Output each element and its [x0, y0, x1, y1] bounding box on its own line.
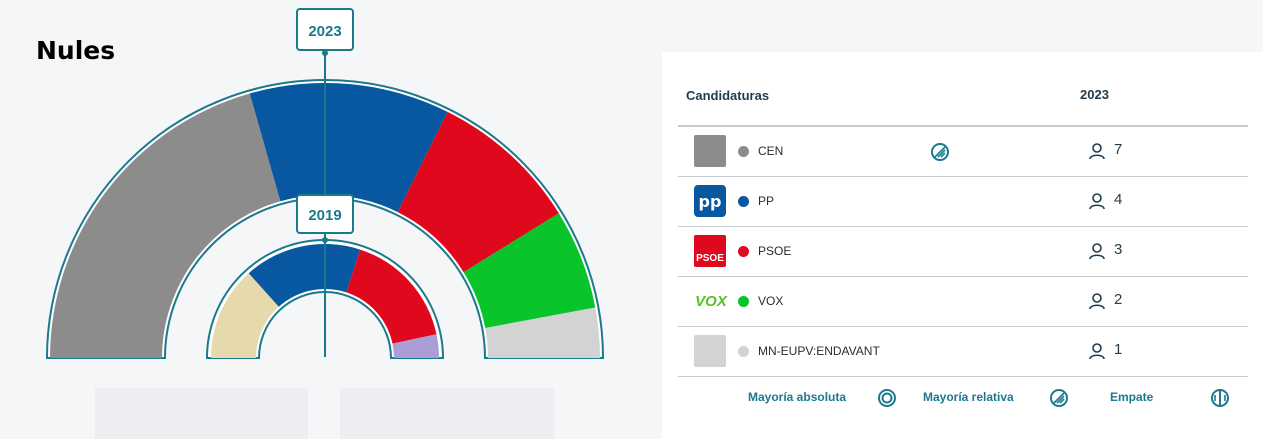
party-color-dot [738, 146, 749, 157]
seat-arc-pp[interactable] [248, 244, 361, 307]
mn-logo [694, 335, 726, 367]
seat-count: 2 [1114, 291, 1123, 308]
cen-logo [694, 135, 726, 167]
majority-relative-icon [1050, 389, 1068, 407]
seat-arc-beige[interactable] [211, 273, 279, 358]
legend-relative-label: Mayoría relativa [923, 390, 1014, 404]
majority-absolute-icon [878, 389, 896, 407]
party-name: CEN [758, 144, 784, 158]
hemicycle-chart: 2023 2019 [45, 8, 605, 359]
seat-arc-vox[interactable] [463, 213, 596, 329]
tie-icon [1211, 389, 1229, 407]
year-marker-dot [322, 50, 328, 56]
psoe-logo: PSOE [694, 235, 726, 267]
table-row[interactable]: PSOE PSOE 3 [678, 226, 1248, 276]
inner-ring-2019 [205, 239, 445, 359]
table-row[interactable]: MN-EUPV:ENDAVANT 1 [678, 326, 1248, 377]
header-year: 2023 [1080, 87, 1109, 102]
city-title: Nules [36, 36, 116, 65]
pp-logo-text: pp [698, 191, 722, 211]
majority-relative-icon [931, 143, 949, 161]
party-color-dot [738, 246, 749, 257]
results-panel: Candidaturas 2023 CEN 7 pp PP [662, 52, 1263, 439]
person-icon [1089, 143, 1105, 160]
year-badge-2023-label: 2023 [308, 23, 341, 40]
seat-count: 7 [1114, 141, 1123, 158]
seat-arc-lilac[interactable] [392, 334, 439, 358]
outer-ring-2023 [45, 79, 605, 359]
seat-arc-psoe[interactable] [346, 249, 437, 344]
party-name: PSOE [758, 244, 792, 258]
header-candidaturas: Candidaturas [686, 88, 770, 103]
seat-count: 3 [1114, 241, 1123, 258]
seat-count: 4 [1114, 191, 1123, 208]
seat-count: 1 [1114, 341, 1123, 358]
year-badge-2019[interactable]: 2019 [296, 194, 354, 234]
legend-tie-label: Empate [1110, 390, 1154, 404]
table-row[interactable]: CEN 7 [678, 125, 1248, 176]
year-badge-2019-label: 2019 [308, 207, 341, 224]
seat-arc-psoe[interactable] [397, 111, 559, 273]
legend-absolute-label: Mayoría absoluta [748, 390, 847, 404]
placeholder-card-right [340, 388, 554, 439]
person-icon [1089, 243, 1105, 260]
seat-arc-pp[interactable] [249, 82, 448, 213]
seat-arc-mn-eupv-endavant[interactable] [485, 307, 600, 358]
person-icon [1089, 193, 1105, 210]
year-badge-2023[interactable]: 2023 [296, 8, 354, 51]
psoe-logo-text: PSOE [696, 253, 724, 264]
seat-arc-cen[interactable] [50, 93, 281, 358]
pp-logo: pp [694, 185, 726, 217]
party-name: PP [758, 194, 775, 208]
party-name: VOX [758, 294, 784, 308]
table-row[interactable]: VOX VOX 2 [678, 276, 1248, 326]
party-color-dot [738, 346, 749, 357]
party-color-dot [738, 296, 749, 307]
party-color-dot [738, 196, 749, 207]
person-icon [1089, 343, 1105, 360]
vox-logo: VOX [694, 285, 728, 317]
vox-logo-text: VOX [695, 292, 727, 310]
year-marker-dot-2019 [322, 237, 328, 243]
candidates-table: CEN 7 pp PP 4 PSOE [678, 125, 1248, 377]
party-name: MN-EUPV:ENDAVANT [758, 344, 880, 358]
placeholder-card-left [95, 388, 308, 439]
table-row[interactable]: pp PP 4 [678, 176, 1248, 226]
person-icon [1089, 293, 1105, 310]
